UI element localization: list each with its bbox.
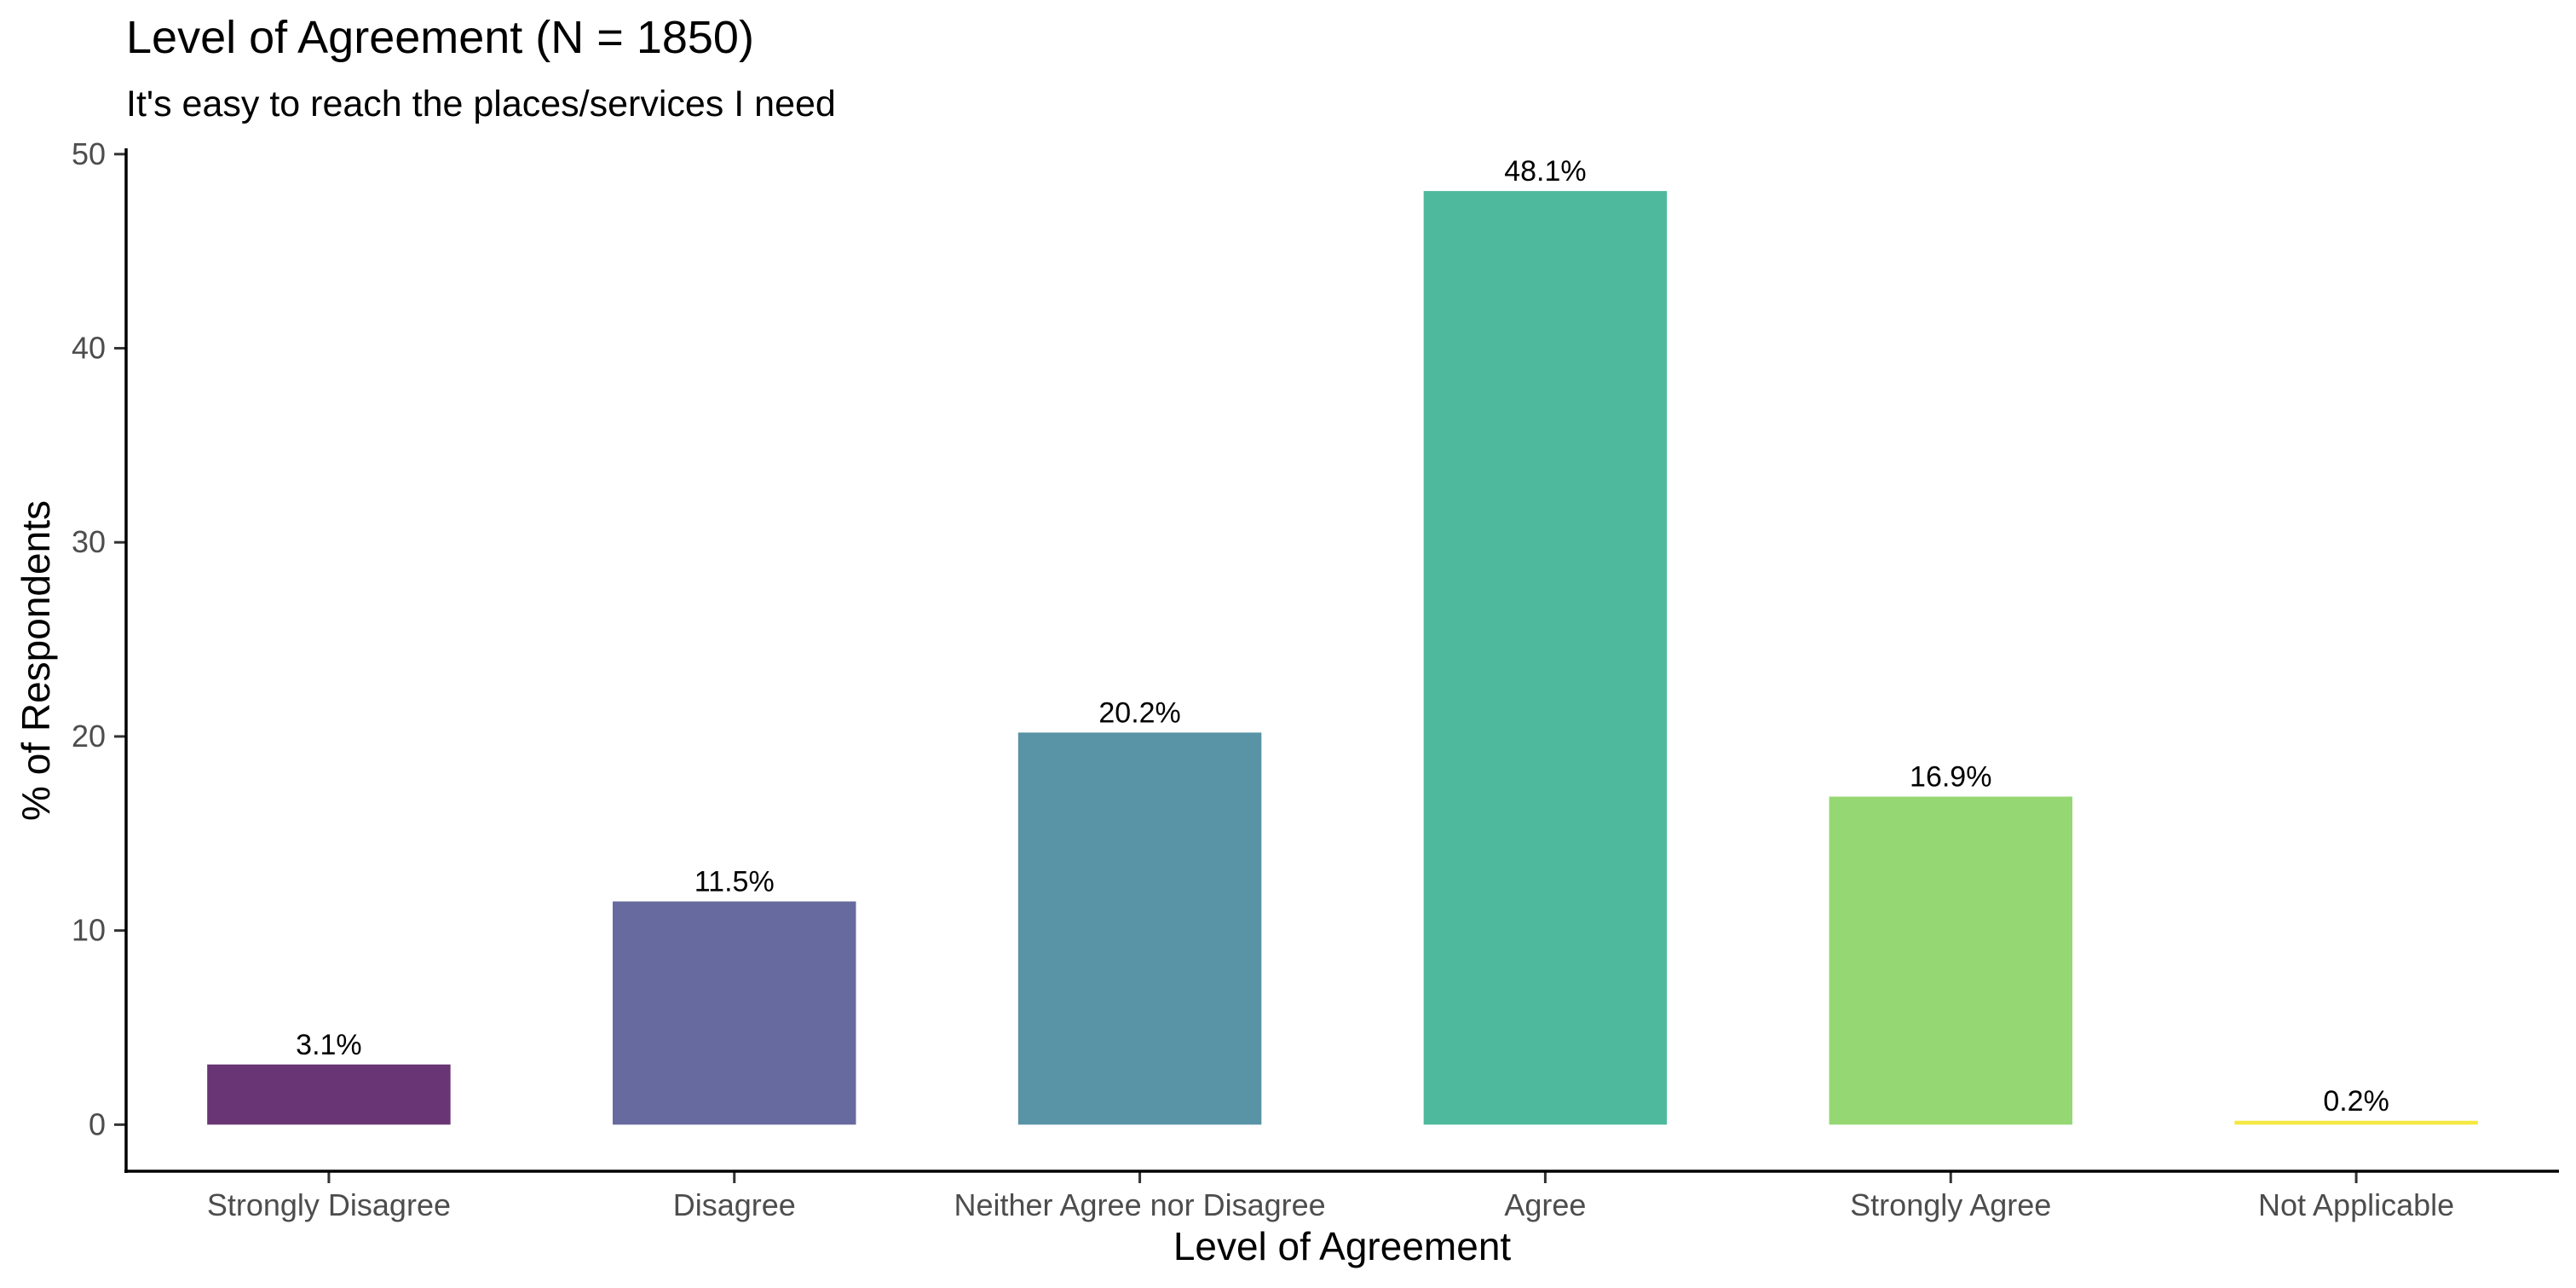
- chart-title: Level of Agreement (N = 1850): [126, 12, 754, 63]
- bar-5: [2234, 1120, 2478, 1125]
- x-tick-label-4: Strongly Agree: [1850, 1187, 2051, 1222]
- x-tick-label-5: Not Applicable: [2258, 1187, 2454, 1222]
- data-label-4: 16.9%: [1910, 761, 1991, 794]
- y-tick-label-3: 30: [72, 524, 106, 559]
- x-axis: Strongly Disagree Disagree Neither Agree n…: [207, 1171, 2454, 1222]
- x-tick-label-1: Disagree: [673, 1187, 796, 1222]
- x-tick-label-3: Agree: [1504, 1187, 1586, 1222]
- data-labels-group: 3.1% 11.5% 20.2% 48.1% 16.9% 0.2%: [296, 155, 2389, 1118]
- y-tick-label-1: 10: [72, 913, 106, 948]
- data-label-2: 20.2%: [1098, 696, 1180, 729]
- data-label-0: 3.1%: [296, 1029, 362, 1061]
- bars-group: [207, 191, 2478, 1125]
- bar-3: [1423, 191, 1668, 1125]
- bar-1: [613, 901, 856, 1125]
- y-tick-label-5: 50: [72, 136, 106, 171]
- x-tick-label-2: Neither Agree nor Disagree: [954, 1187, 1325, 1222]
- bar-0: [207, 1064, 451, 1125]
- data-label-3: 48.1%: [1504, 155, 1586, 188]
- chart-subtitle: It's easy to reach the places/services I…: [126, 84, 836, 124]
- y-tick-label-0: 0: [89, 1106, 106, 1141]
- y-tick-label-4: 40: [72, 331, 106, 366]
- y-tick-label-2: 20: [72, 719, 106, 754]
- data-label-5: 0.2%: [2323, 1085, 2389, 1118]
- bar-4: [1829, 796, 2072, 1125]
- x-tick-label-0: Strongly Disagree: [207, 1187, 451, 1222]
- bar-2: [1017, 732, 1262, 1125]
- y-axis-title: % of Respondents: [14, 500, 58, 821]
- x-axis-title: Level of Agreement: [1173, 1224, 1512, 1268]
- data-label-1: 11.5%: [694, 865, 775, 898]
- y-axis: 0 10 20 30 40 50: [72, 136, 126, 1141]
